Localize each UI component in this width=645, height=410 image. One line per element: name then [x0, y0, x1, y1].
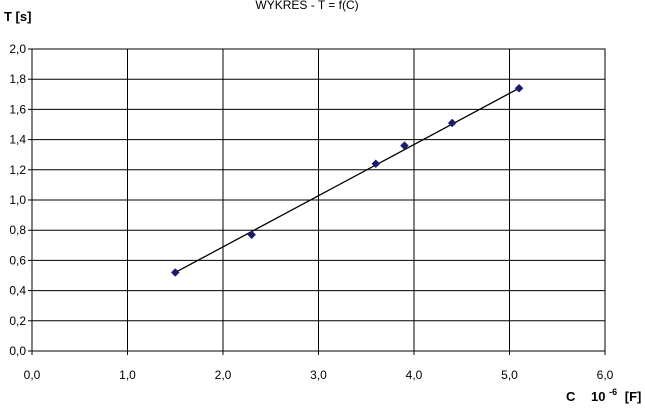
data-point: [371, 159, 381, 169]
data-point: [170, 268, 180, 277]
x-axis-label-unit: [F]: [625, 389, 642, 404]
x-tick-labels: 0,0 1,0 2,0 3,0 4,0 5,0 6,0: [24, 368, 614, 382]
x-tick-label: 2,0: [215, 368, 232, 382]
data-point: [447, 118, 457, 128]
y-tick-label: 0,6: [9, 253, 26, 267]
y-tick-label: 1,2: [9, 163, 26, 177]
trendline-layer: [174, 87, 520, 274]
x-tick-label: 3,0: [310, 368, 327, 382]
y-tick-label: 0,0: [9, 344, 26, 358]
x-axis-label-prefix: C: [566, 389, 576, 404]
data-point: [247, 230, 257, 240]
svg-text:C 10 -6: C 10 -6 [F]: [566, 383, 641, 404]
x-tick-label: 1,0: [119, 368, 136, 382]
x-tick-label: 5,0: [501, 368, 518, 382]
y-tick-label: 0,8: [9, 223, 26, 237]
y-tick-label: 1,0: [9, 193, 26, 207]
trendline: [174, 87, 520, 274]
y-tick-label: 1,8: [9, 72, 26, 86]
y-tick-label: 1,6: [9, 102, 26, 116]
y-tick-label: 0,2: [9, 314, 26, 328]
y-tick-label: 1,4: [9, 133, 26, 147]
x-tick-label: 4,0: [406, 368, 423, 382]
x-tick-label: 6,0: [597, 368, 614, 382]
y-tick-label: 2,0: [9, 42, 26, 56]
x-axis-label-exponent: -6: [609, 387, 617, 397]
grid-layer: [28, 48, 606, 355]
y-tick-labels: 0,0 0,2 0,4 0,6 0,8 1,0 1,2 1,4 1,6 1,8 2,0: [9, 42, 26, 358]
y-axis-label: T [s]: [4, 9, 31, 24]
x-axis-label: C 10 -6 [F]: [566, 383, 641, 404]
plot-area: [31, 48, 606, 352]
data-point: [514, 83, 524, 93]
x-tick-label: 0,0: [24, 368, 41, 382]
data-points: [170, 83, 524, 277]
data-point: [400, 141, 409, 150]
x-axis-label-base: 10: [591, 389, 605, 404]
y-tick-label: 0,4: [9, 284, 26, 298]
chart-title: WYKRES - T = f(C): [255, 0, 358, 12]
